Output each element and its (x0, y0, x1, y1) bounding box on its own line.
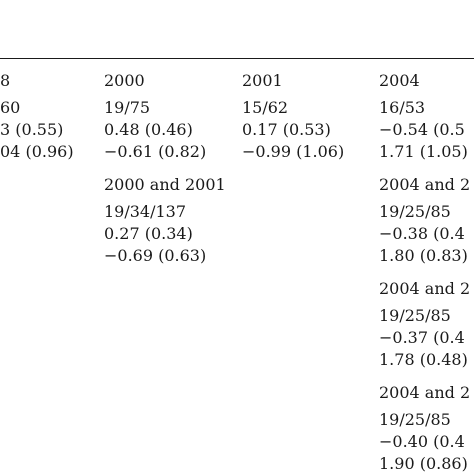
table-cell: 16/53 (379, 98, 426, 117)
table-cell: 19/25/85 (379, 306, 451, 325)
table-cell: 1.80 (0.83) (379, 246, 468, 265)
table-cell: 0.17 (0.53) (242, 120, 331, 139)
table-cell: −0.69 (0.63) (104, 246, 207, 265)
column-header: 2004 (379, 71, 420, 90)
table-cell: 1.90 (0.86) (379, 454, 468, 473)
table-cell: −0.61 (0.82) (104, 142, 207, 161)
table-cell: −0.37 (0.4 (379, 328, 465, 347)
table-cell: 3 (0.55) (0, 120, 64, 139)
table-cell: 19/25/85 (379, 202, 451, 221)
table-cell: −0.99 (1.06) (242, 142, 345, 161)
table-cell: 19/34/137 (104, 202, 187, 221)
table-cell: 0.48 (0.46) (104, 120, 193, 139)
table-cell: −0.54 (0.5 (379, 120, 465, 139)
table-top-rule (0, 58, 474, 59)
table-cell: 19/75 (104, 98, 151, 117)
table-cell: −0.40 (0.4 (379, 432, 465, 451)
table-cell: 1.78 (0.48) (379, 350, 468, 369)
table-cell: 0.27 (0.34) (104, 224, 193, 243)
table-cell: −0.38 (0.4 (379, 224, 465, 243)
column-header: 2001 (242, 71, 283, 90)
block-title: 2004 and 2 (379, 279, 471, 298)
table-cell: 60 (0, 98, 21, 117)
column-header: 2000 (104, 71, 145, 90)
block-title: 2000 and 2001 (104, 175, 226, 194)
table-cell: 04 (0.96) (0, 142, 74, 161)
block-title: 2004 and 2 (379, 175, 471, 194)
table-cell: 19/25/85 (379, 410, 451, 429)
table-cell: 15/62 (242, 98, 289, 117)
block-title: 2004 and 2 (379, 383, 471, 402)
table-cell: 1.71 (1.05) (379, 142, 468, 161)
column-header: 8 (0, 71, 11, 90)
